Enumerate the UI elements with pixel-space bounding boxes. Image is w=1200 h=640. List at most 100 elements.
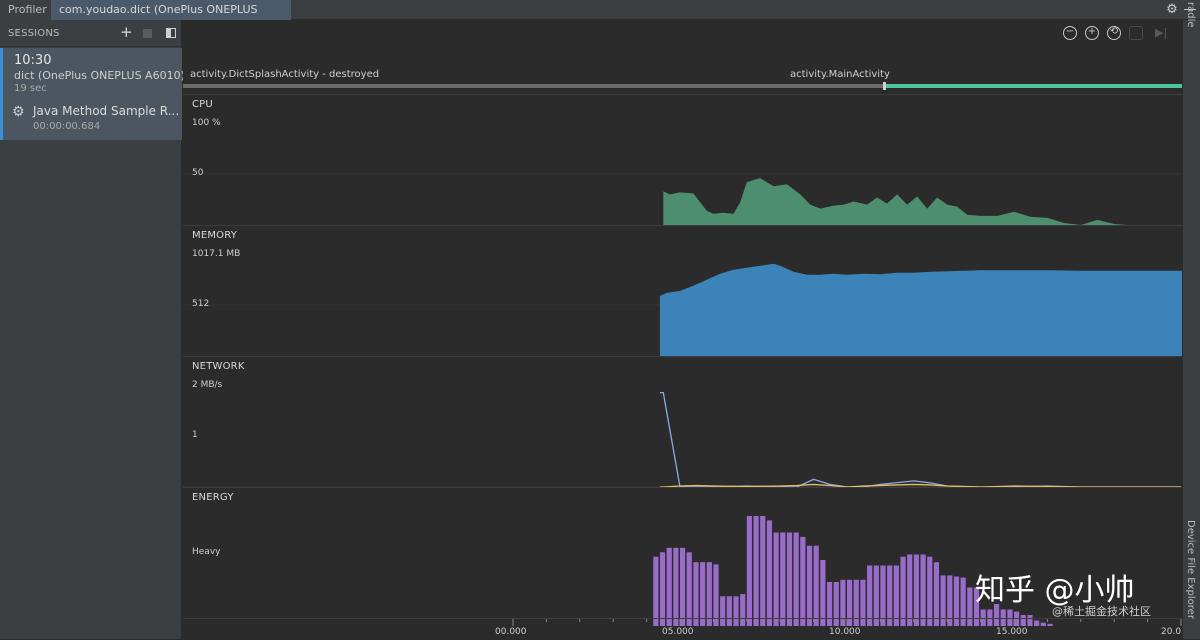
activity-divider [883,82,886,90]
energy-bar [786,532,793,626]
tab-session[interactable]: com.youdao.dict (OnePlus ONEPLUS A6010) [51,0,291,36]
gradle-tool-tab[interactable]: radle [1185,2,1196,28]
profiler-main: − + ⟲ ▶| activity.DictSplashActivity - d… [183,20,1182,639]
memory-title: MEMORY [192,230,238,241]
top-tab-bar: Profiler com.youdao.dict (OnePlus ONEPLU… [0,0,1200,36]
activity-splash-bar[interactable] [183,84,883,88]
energy-bar [1047,623,1053,626]
trace-gear-icon: ⚙ [12,104,25,120]
trace-time: 00:00:00.684 [33,121,101,132]
reset-zoom-icon[interactable]: ⟲ [1107,26,1121,40]
activity-splash-label: activity.DictSplashActivity - destroyed [190,69,380,80]
energy-bar [833,582,839,626]
energy-bar [820,560,826,626]
energy-bar [746,516,752,626]
energy-bar [720,596,726,626]
network-title: NETWORK [192,361,245,372]
energy-bar [726,596,732,626]
energy-bar [907,554,913,626]
memory-chart [183,263,1182,356]
energy-bar [973,587,980,626]
energy-bar [733,596,739,626]
energy-bar [653,556,659,626]
zoom-in-icon[interactable]: + [1085,26,1099,40]
energy-bar [1020,615,1026,626]
session-time: 10:30 [14,53,52,68]
energy-bar [813,545,819,626]
session-duration: 19 sec [14,83,47,94]
zoom-out-icon[interactable]: − [1063,26,1077,40]
device-file-explorer-tab[interactable]: Device File Explorer [1185,520,1196,619]
memory-mid-label: 512 [192,299,210,309]
right-tool-strip [1182,20,1200,639]
memory-series [659,263,1182,356]
session-selected-accent [0,48,3,140]
energy-bar [900,556,906,626]
energy-bar [960,577,966,626]
energy-mid-label: Heavy [192,547,221,557]
cpu-title: CPU [192,99,213,110]
plus-icon[interactable]: + [120,23,133,41]
trace-name[interactable]: Java Method Sample R... [33,104,180,118]
energy-bar [693,562,699,626]
energy-bar [773,532,779,626]
axis-tick-label: 05.000 [662,627,694,637]
axis-tick-label: 10.000 [829,627,861,637]
energy-bar [880,565,886,626]
session-item[interactable]: 10:30 dict (OnePlus ONEPLUS A6010) 19 se… [0,48,185,140]
energy-bar [700,562,706,626]
memory-track[interactable]: MEMORY 1017.1 MB 512 [183,225,1182,356]
energy-bar [847,579,853,626]
activity-main-bar[interactable] [886,84,1182,88]
energy-bar [1027,615,1033,626]
energy-bar [780,532,786,626]
gear-icon[interactable]: ⚙ [1166,2,1178,17]
energy-bar [686,552,692,626]
cpu-track[interactable]: CPU 100 % 50 [183,94,1182,225]
time-axis-ticks: 00.000 05.000 10.000 15.000 20.0 [495,619,1182,637]
session-device: dict (OnePlus ONEPLUS A6010) [14,69,185,82]
energy-title: ENERGY [192,492,234,503]
energy-bar [826,582,833,626]
network-mid-label: 1 [192,430,198,440]
tab-profiler[interactable]: Profiler [0,0,51,20]
time-axis: 00.000 05.000 10.000 15.000 20.0 [183,618,1182,639]
sessions-panel: SESSIONS + 10:30 dict (OnePlus ONEPLUS A… [0,20,185,639]
energy-bar [760,516,766,626]
attach-icon [1129,26,1143,40]
sessions-header: SESSIONS + [0,20,182,47]
network-max-label: 2 MB/s [192,380,223,390]
energy-bar [867,565,873,626]
energy-bar [980,609,986,626]
panel-toggle-icon[interactable] [166,28,176,38]
energy-bar [713,564,719,626]
energy-bar [673,547,679,626]
activity-main-label: activity.MainActivity [790,69,890,80]
energy-bar [800,536,806,626]
energy-bar [893,565,899,626]
cpu-mid-label: 50 [192,168,204,178]
energy-bar [806,545,813,626]
network-chart [183,392,1182,488]
energy-bar [933,562,940,626]
energy-bar [1040,622,1046,626]
cpu-chart [183,173,1182,225]
network-track[interactable]: NETWORK 2 MB/s 1 [183,356,1182,488]
energy-bar [1000,609,1006,626]
sessions-title: SESSIONS [8,28,60,39]
minimize-icon[interactable]: — [1183,2,1197,17]
axis-tick-label: 20.0 [1161,627,1181,637]
energy-bar [860,579,866,626]
energy-bar [659,552,666,626]
energy-bar [987,609,993,626]
energy-track[interactable]: ENERGY Heavy [183,487,1182,626]
energy-bar [753,516,759,626]
energy-bar [1007,609,1013,626]
energy-bar [706,562,712,626]
watermark-secondary: @稀土掘金技术社区 [1052,605,1151,618]
energy-bar [740,594,746,626]
energy-bar [993,604,1000,626]
energy-bar [793,532,799,626]
stop-icon[interactable] [143,29,152,38]
energy-bar [927,556,933,626]
